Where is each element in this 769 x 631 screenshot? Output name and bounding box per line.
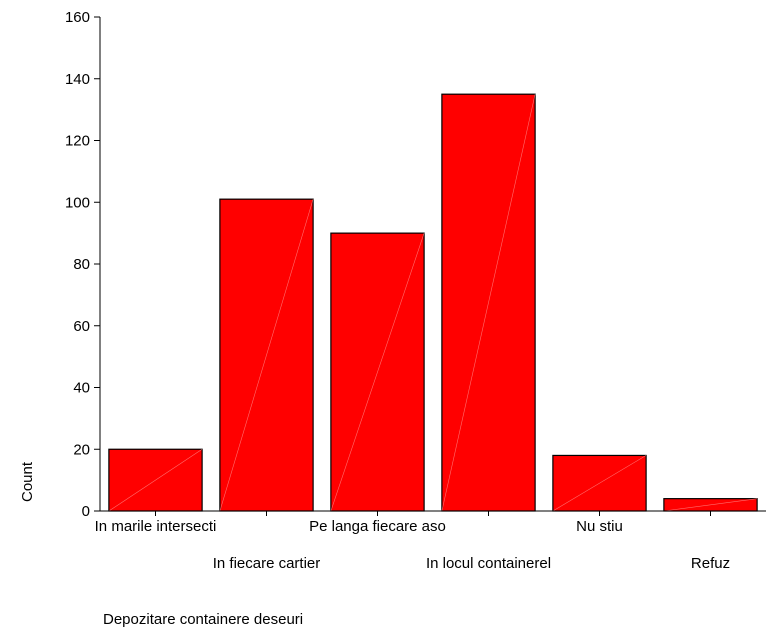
x-tick-label: In fiecare cartier — [213, 555, 321, 572]
bar-hatch — [330, 233, 425, 512]
y-tick-label: 140 — [65, 71, 90, 88]
x-tick-label: In marile intersecti — [95, 518, 217, 535]
bars — [108, 93, 758, 512]
y-axis-title: Count — [19, 461, 36, 502]
x-axis-title: Depozitare containere deseuri — [103, 611, 303, 628]
y-tick-label: 0 — [82, 503, 90, 520]
y-tick-label: 80 — [73, 256, 90, 273]
x-tick-label: Nu stiu — [576, 518, 623, 535]
x-axis: In marile intersecti In fiecare cartier Pe… — [95, 510, 766, 572]
x-tick-label: In locul containerel — [426, 555, 551, 572]
y-tick-label: 100 — [65, 194, 90, 211]
y-tick-label: 40 — [73, 380, 90, 397]
x-tick-label: Refuz — [691, 555, 730, 572]
bar-hatch — [552, 455, 647, 512]
y-axis: 0 20 40 60 80 100 120 140 160 — [65, 9, 101, 520]
y-tick-label: 160 — [65, 9, 90, 26]
x-tick-label: Pe langa fiecare aso — [309, 518, 446, 535]
y-tick-label: 120 — [65, 133, 90, 150]
bar-hatch — [108, 448, 203, 512]
bar-hatch — [219, 199, 314, 512]
bar-hatch — [663, 498, 758, 512]
y-tick-label: 60 — [73, 318, 90, 335]
y-tick-label: 20 — [73, 441, 90, 458]
bar-hatch — [441, 94, 536, 512]
